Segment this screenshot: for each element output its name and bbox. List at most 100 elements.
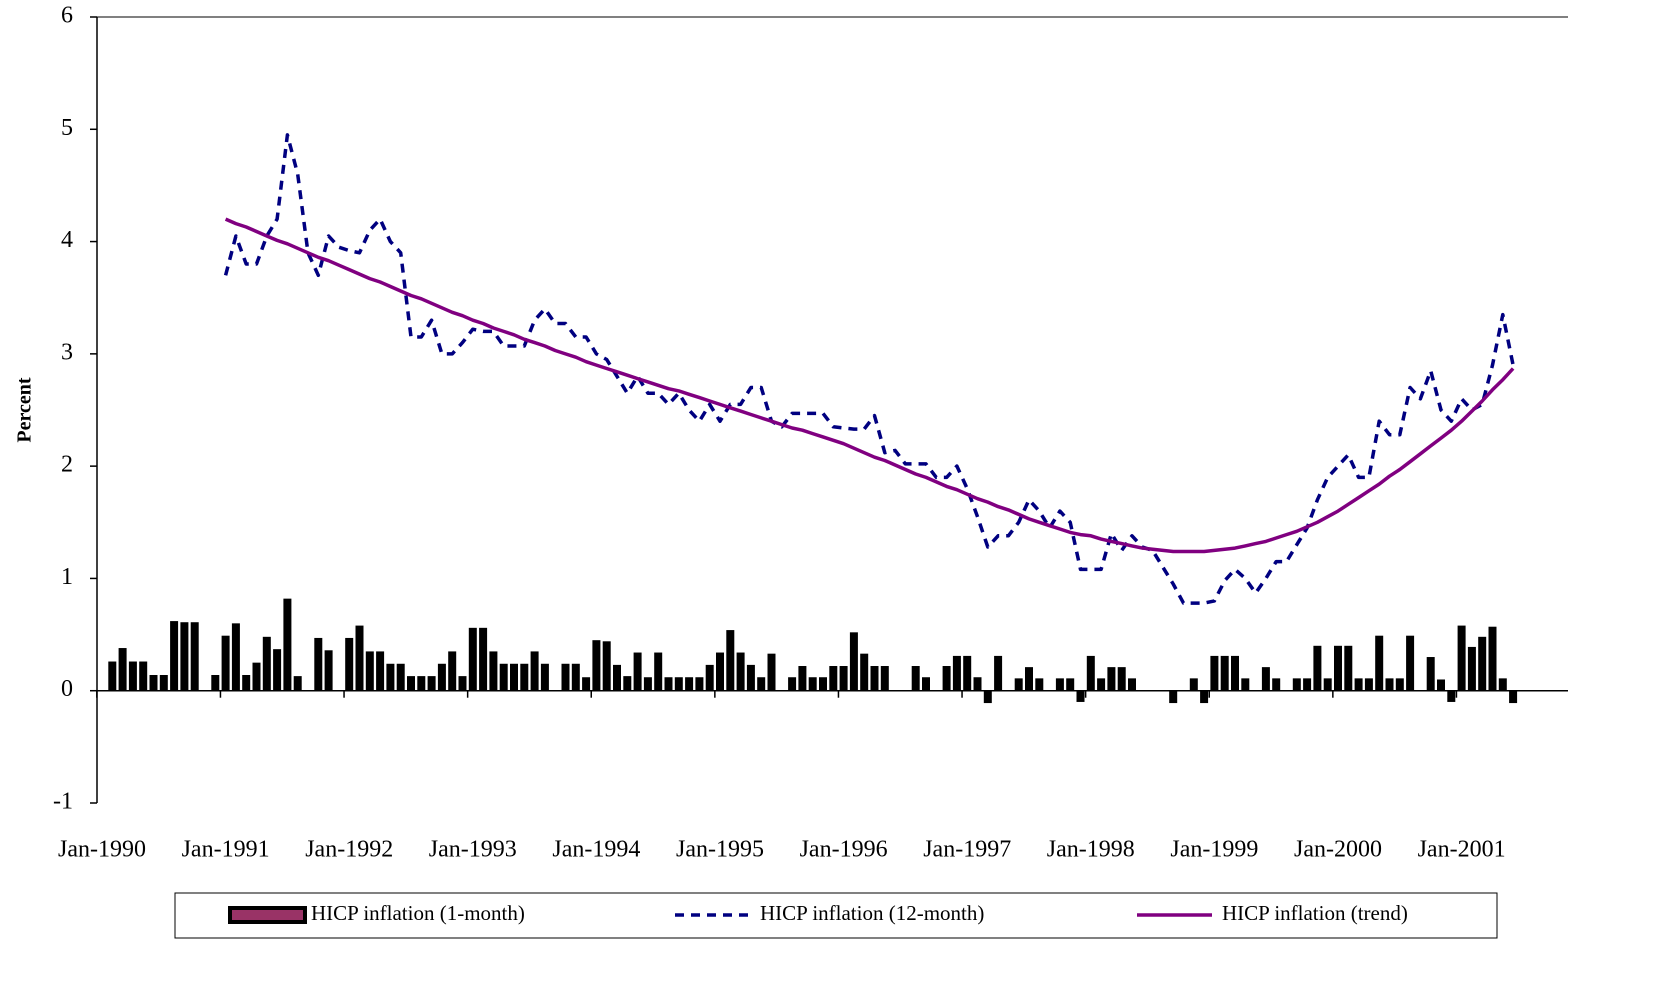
bar	[1488, 626, 1497, 691]
legend-box	[174, 892, 1498, 939]
bar	[1261, 667, 1270, 691]
bar	[942, 666, 951, 691]
bar	[1334, 645, 1342, 691]
x-tick-label: Jan-1995	[676, 837, 764, 863]
bar	[345, 637, 354, 691]
bar	[870, 666, 879, 691]
bar	[685, 677, 694, 691]
bar	[602, 641, 611, 691]
bar	[139, 661, 148, 691]
line	[223, 133, 1515, 605]
bar	[1169, 690, 1178, 704]
bar	[1200, 690, 1209, 704]
bar	[860, 653, 869, 691]
bar	[1426, 657, 1435, 691]
bar	[1313, 645, 1322, 691]
x-tick-label: Jan-1993	[429, 837, 517, 863]
bar	[716, 652, 724, 691]
bar	[922, 677, 930, 691]
bar	[221, 635, 230, 691]
bar	[633, 652, 642, 691]
bar	[231, 623, 240, 691]
bar	[592, 640, 601, 691]
bar	[273, 649, 282, 691]
bar	[1128, 678, 1136, 691]
bar	[1457, 625, 1466, 691]
bar	[355, 625, 364, 691]
x-tick-label: Jan-1999	[1170, 837, 1258, 863]
bar	[880, 666, 889, 691]
bar	[499, 663, 508, 691]
y-axis-label: Percent	[14, 377, 36, 442]
bar	[180, 622, 189, 691]
y-tick-label: 6	[61, 3, 73, 29]
bar	[674, 677, 683, 691]
bar	[849, 632, 858, 691]
bar	[1498, 678, 1507, 691]
legend-label: HICP inflation (trend)	[1222, 901, 1408, 925]
x-tick-label: Jan-1997	[923, 837, 1011, 863]
bar	[1086, 655, 1095, 691]
bar	[1447, 690, 1456, 702]
y-tick-label: -1	[53, 789, 73, 815]
bar	[1076, 690, 1085, 702]
legend-label: HICP inflation (1-month)	[311, 901, 525, 925]
bar	[994, 655, 1003, 691]
bar	[396, 663, 405, 691]
x-tick-label: Jan-1998	[1047, 837, 1135, 863]
bar	[798, 666, 807, 691]
bar	[190, 622, 199, 691]
bar	[1014, 678, 1023, 691]
bar	[767, 653, 776, 691]
bar	[242, 674, 251, 691]
bar	[530, 651, 539, 691]
y-tick-label: 2	[61, 452, 73, 478]
bar	[1344, 645, 1353, 691]
bar	[571, 663, 580, 691]
bar	[437, 663, 446, 691]
bar	[118, 648, 127, 691]
bar	[973, 677, 982, 691]
x-tick-label: Jan-1992	[305, 837, 393, 863]
bar	[283, 598, 292, 691]
bar	[623, 676, 632, 691]
bar	[1055, 678, 1064, 691]
bar	[1478, 636, 1487, 691]
bar	[1375, 635, 1384, 691]
bar	[1241, 678, 1250, 691]
bar	[293, 676, 302, 691]
bar	[643, 677, 652, 691]
x-tick-label: Jan-1994	[552, 837, 640, 863]
bar	[1406, 635, 1415, 691]
bar	[365, 651, 374, 691]
y-tick-label: 3	[61, 339, 73, 365]
bar	[448, 651, 457, 691]
bar	[540, 663, 549, 691]
bar	[829, 666, 838, 691]
bar	[1066, 678, 1075, 691]
bar	[582, 677, 591, 691]
x-tick-label: Jan-2001	[1418, 837, 1506, 863]
bar	[736, 652, 745, 691]
bar	[1035, 678, 1044, 691]
bar	[808, 677, 817, 691]
bar	[561, 663, 570, 691]
bar	[983, 690, 992, 704]
bar	[695, 677, 704, 691]
bar	[1231, 655, 1239, 691]
bar	[1354, 678, 1363, 691]
bar	[1467, 646, 1476, 691]
bar	[458, 676, 467, 691]
bar	[664, 677, 673, 691]
line	[224, 217, 1515, 554]
bar	[1385, 678, 1394, 691]
bar	[952, 655, 961, 691]
bar	[407, 676, 415, 691]
y-tick-label: 4	[61, 227, 73, 253]
legend-swatch	[228, 906, 307, 924]
bar	[1097, 678, 1106, 691]
bar	[376, 651, 385, 691]
bar	[839, 666, 848, 691]
bar	[757, 677, 766, 691]
bar	[819, 677, 827, 691]
